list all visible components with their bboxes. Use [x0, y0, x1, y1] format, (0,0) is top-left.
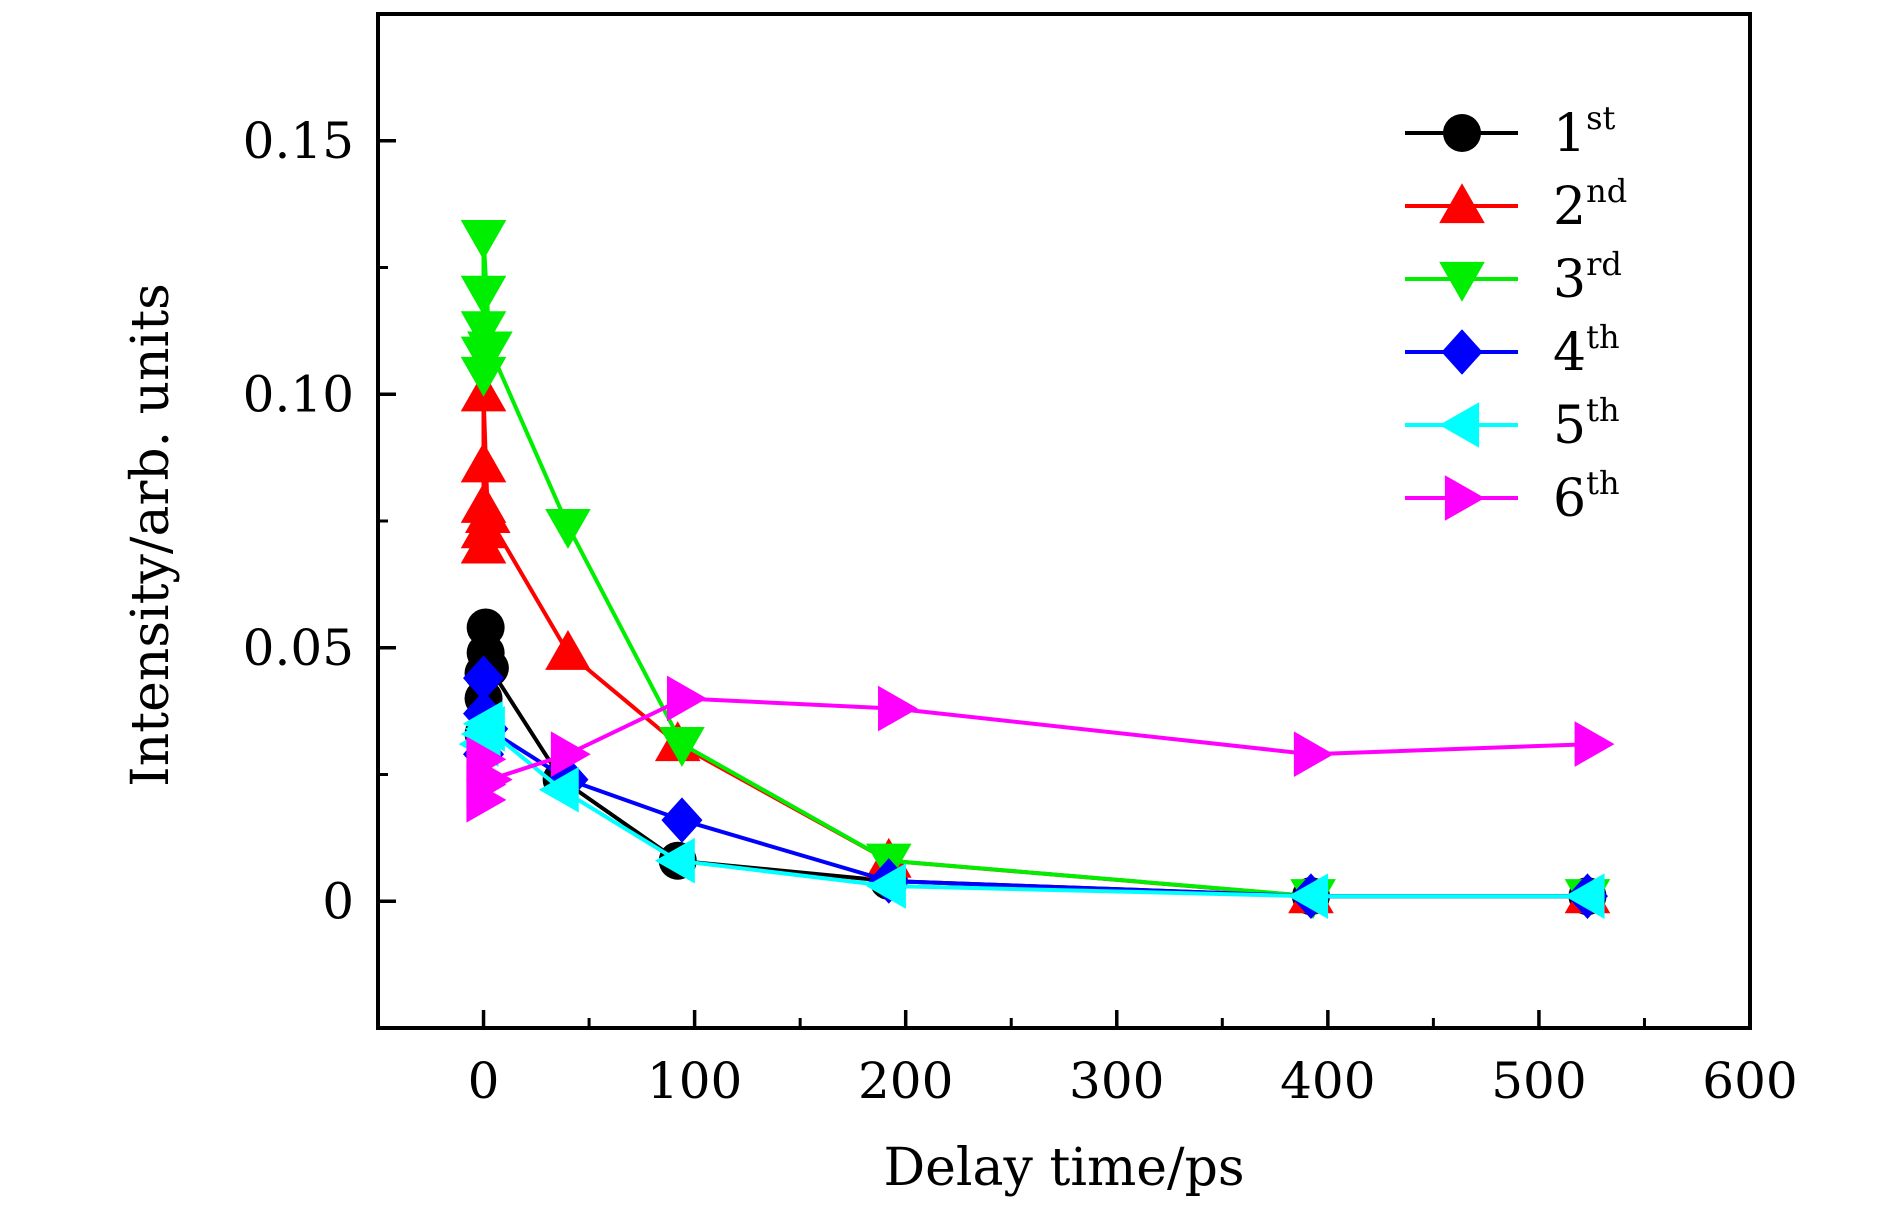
legend-marker-1st — [1443, 114, 1481, 152]
plot-area — [378, 14, 1750, 1028]
x-tick-label-400: 400 — [1280, 1052, 1375, 1110]
y-tick-label-1: 0.05 — [243, 619, 354, 677]
legend-item-1st: 1st — [1405, 99, 1616, 164]
data-point-1st-4 — [466, 608, 505, 647]
legend-item-4th: 4th — [1405, 318, 1620, 383]
x-tick-label-500: 500 — [1491, 1052, 1586, 1110]
legend-marker-6th — [1444, 475, 1485, 521]
data-point-6th-4 — [550, 731, 591, 778]
data-point-6th-8 — [1574, 721, 1615, 767]
data-point-4th-6 — [661, 797, 703, 843]
data-point-5th-7 — [1288, 873, 1329, 919]
data-point-6th-7 — [1293, 731, 1334, 778]
data-point-6th-6 — [878, 685, 918, 732]
y-tick-label-2: 0.10 — [243, 365, 354, 423]
data-point-6th-3 — [472, 756, 513, 803]
data-point-3rd-3 — [460, 275, 507, 316]
data-point-2nd-5 — [464, 493, 511, 534]
legend-item-3rd: 3rd — [1405, 245, 1622, 310]
axes-layer: 0 100 200 300 400 500 600 0 0.05 0.10 0.15 — [243, 12, 1798, 1110]
legend-item-6th: 6th — [1405, 464, 1620, 529]
legend-label-4th: 4th — [1553, 318, 1620, 383]
data-point-2nd-3 — [460, 442, 507, 483]
data-point-3rd-7 — [659, 726, 705, 767]
legend-marker-2nd — [1439, 183, 1485, 224]
data-point-5th-5 — [654, 837, 695, 884]
legend-label-3rd: 3rd — [1553, 245, 1622, 310]
x-tick-label-100: 100 — [647, 1052, 742, 1110]
legend-marker-4th — [1441, 329, 1483, 375]
data-point-3rd-2 — [460, 311, 507, 352]
series-6th — [466, 675, 1615, 823]
data-point-3rd-5 — [467, 331, 513, 372]
data-point-3rd-4 — [460, 219, 507, 260]
y-axis-label: Intensity/arb. units — [121, 283, 181, 787]
legend-label-5th: 5th — [1553, 391, 1620, 456]
legend-label-1st: 1st — [1553, 99, 1616, 164]
data-point-5th-6 — [866, 863, 906, 909]
legend-label-2nd: 2nd — [1553, 172, 1627, 237]
x-axis-label: Delay time/ps — [883, 1138, 1244, 1198]
data-point-5th-8 — [1564, 873, 1605, 919]
legend-label-6th: 6th — [1553, 464, 1620, 529]
x-tick-label-300: 300 — [1069, 1052, 1164, 1110]
data-point-3rd-6 — [545, 508, 591, 549]
data-point-2nd-6 — [545, 630, 591, 670]
legend-item-2nd: 2nd — [1405, 172, 1627, 237]
data-point-3rd-0 — [460, 356, 507, 397]
x-tick-label-200: 200 — [858, 1052, 953, 1110]
legend: 1st 2nd 3rd 4th 5th 6th — [1405, 99, 1627, 529]
y-tick-label-0: 0 — [322, 872, 354, 930]
data-point-4th-3 — [463, 655, 505, 701]
x-tick-label-0: 0 — [468, 1052, 500, 1110]
series-layer — [458, 219, 1615, 919]
y-tick-label-3: 0.15 — [243, 112, 354, 170]
data-point-5th-4 — [538, 766, 579, 813]
x-tick-label-600: 600 — [1702, 1052, 1797, 1110]
data-point-5th-3 — [464, 706, 505, 752]
data-point-6th-5 — [666, 675, 707, 722]
legend-item-5th: 5th — [1405, 391, 1620, 456]
legend-marker-5th — [1439, 402, 1480, 448]
legend-marker-3rd — [1439, 261, 1485, 302]
